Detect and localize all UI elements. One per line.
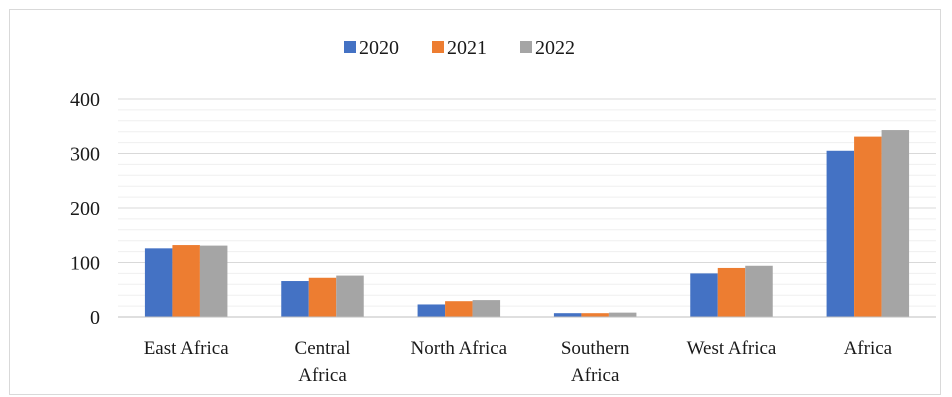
- bar-2022-5: [881, 130, 910, 317]
- legend-label: 2021: [447, 37, 487, 59]
- bar-2020-2: [417, 304, 446, 317]
- bar-2020-3: [553, 313, 582, 317]
- bar-2022-2: [472, 300, 501, 317]
- y-tick-label: 0: [90, 307, 100, 329]
- bar-2020-5: [826, 150, 855, 317]
- bar-2020-0: [144, 248, 173, 317]
- y-tick-label: 100: [70, 253, 100, 275]
- y-tick-label: 400: [70, 89, 100, 111]
- bar-2020-1: [281, 281, 309, 317]
- category-label: North Africa: [411, 338, 508, 359]
- chart-frame: [9, 9, 941, 395]
- bar-2021-3: [581, 313, 609, 317]
- category-labels: East Africa Central Africa North Africa Sout…: [144, 338, 893, 386]
- bar-2022-4: [745, 265, 773, 317]
- legend-swatch: [520, 41, 532, 53]
- category-label: Africa: [844, 338, 893, 359]
- bar-2021-1: [308, 277, 337, 317]
- category-label: Central Africa: [295, 338, 351, 386]
- bar-2021-2: [445, 301, 473, 317]
- category-label: West Africa: [687, 338, 777, 359]
- bar-2021-4: [717, 267, 746, 317]
- y-tick-label: 300: [70, 144, 100, 166]
- bar-2020-4: [690, 273, 718, 317]
- gridlines: [118, 98, 936, 307]
- legend: 2020 2021 2022: [344, 37, 575, 59]
- category-label: East Africa: [144, 338, 230, 359]
- legend-swatch: [344, 41, 356, 53]
- y-tick-label: 200: [70, 198, 100, 220]
- legend-label: 2020: [359, 37, 399, 59]
- bar-2022-3: [608, 312, 637, 317]
- bar-2021-0: [172, 245, 200, 317]
- legend-label: 2022: [535, 37, 575, 59]
- bar-2022-0: [199, 245, 228, 317]
- bar-2021-5: [854, 136, 882, 317]
- legend-swatch: [432, 41, 444, 53]
- bars: [144, 130, 910, 317]
- bar-2022-1: [336, 275, 364, 317]
- y-axis-ticks: 0 100 200 300 400: [70, 89, 100, 329]
- category-label: Southern Africa: [561, 338, 630, 386]
